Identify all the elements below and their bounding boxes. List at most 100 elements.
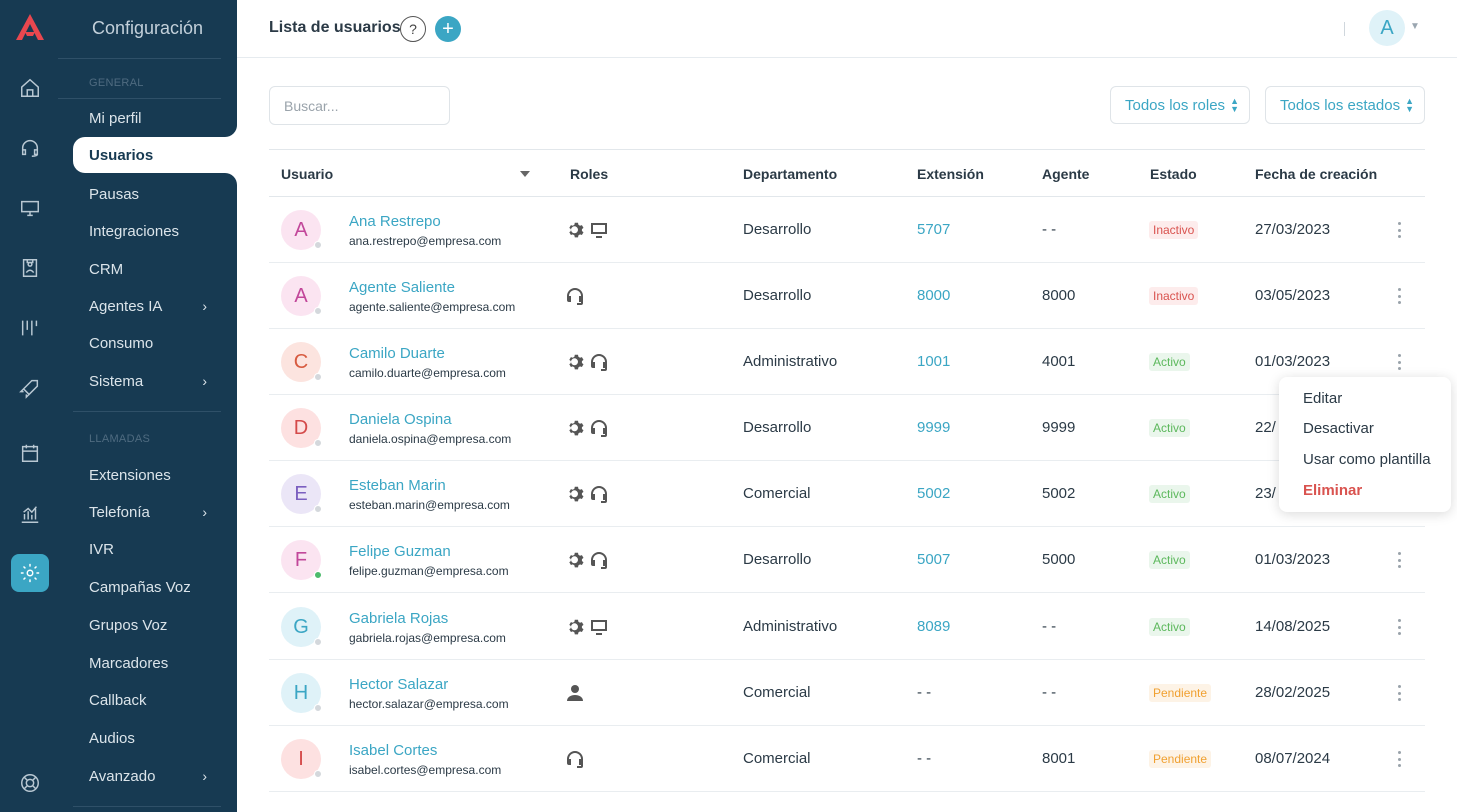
table-row[interactable]: A Agente Saliente agente.saliente@empresa.…: [269, 263, 1425, 329]
table-row[interactable]: E Esteban Marin esteban.marin@empresa.com C…: [269, 461, 1425, 527]
page-title: Lista de usuarios: [269, 19, 401, 36]
table-row[interactable]: H Hector Salazar hector.salazar@empresa.co…: [269, 660, 1425, 726]
user-email: daniela.ospina@empresa.com: [349, 432, 512, 446]
sidebar-item-sistema[interactable]: Sistema ›: [58, 363, 237, 399]
table-row[interactable]: F Felipe Guzman felipe.guzman@empresa.com D…: [269, 527, 1425, 593]
user-name-link[interactable]: Daniela Ospina: [349, 411, 452, 428]
chart-icon[interactable]: [11, 495, 49, 533]
user-name-link[interactable]: Isabel Cortes: [349, 742, 438, 759]
chevron-right-icon: ›: [202, 504, 207, 520]
sidebar-item-crm[interactable]: CRM: [58, 251, 237, 287]
table-row[interactable]: A Ana Restrepo ana.restrepo@empresa.com Des…: [269, 197, 1425, 263]
sidebar-item-usuarios[interactable]: Usuarios: [73, 137, 237, 173]
menu-item-use-as-template[interactable]: Usar como plantilla: [1303, 451, 1431, 468]
extension-cell[interactable]: 5007: [917, 551, 951, 568]
more-options-icon[interactable]: [1391, 286, 1407, 306]
table-row[interactable]: C Camilo Duarte camilo.duarte@empresa.com A…: [269, 329, 1425, 395]
col-usuario[interactable]: Usuario: [281, 166, 334, 182]
extension-cell[interactable]: 8000: [917, 287, 951, 304]
presence-dot: [314, 770, 322, 778]
help-button[interactable]: ?: [400, 16, 426, 42]
user-email: hector.salazar@empresa.com: [349, 697, 509, 711]
user-name-link[interactable]: Camilo Duarte: [349, 345, 445, 362]
sort-desc-icon[interactable]: [520, 171, 530, 177]
user-avatar[interactable]: A: [1369, 10, 1405, 46]
col-fecha-creacion[interactable]: Fecha de creación: [1255, 166, 1378, 182]
sidebar-item-extensiones[interactable]: Extensiones: [58, 457, 237, 493]
more-options-icon[interactable]: [1391, 352, 1407, 372]
more-options-icon[interactable]: [1391, 749, 1407, 769]
search-input[interactable]: [269, 86, 450, 125]
col-agente[interactable]: Agente: [1042, 166, 1090, 182]
sidebar-item-label: Sistema: [89, 372, 144, 390]
more-options-icon[interactable]: [1391, 220, 1407, 240]
add-user-button[interactable]: +: [435, 16, 461, 42]
roles-filter-select[interactable]: Todos los roles ▲ ▼: [1110, 86, 1250, 124]
sidebar-item-campanas-voz[interactable]: Campañas Voz: [58, 569, 237, 605]
sidebar-item-callback[interactable]: Callback: [58, 682, 237, 718]
tab-notch: [223, 173, 237, 187]
sidebar-item-grupos-voz[interactable]: Grupos Voz: [58, 607, 237, 643]
more-options-icon[interactable]: [1391, 550, 1407, 570]
col-estado[interactable]: Estado: [1150, 166, 1197, 182]
user-name-link[interactable]: Hector Salazar: [349, 676, 449, 693]
menu-item-delete[interactable]: Eliminar: [1303, 482, 1363, 499]
table-row[interactable]: I Isabel Cortes isabel.cortes@empresa.com C…: [269, 726, 1425, 792]
sidebar-item-audios[interactable]: Audios: [58, 720, 237, 756]
brand-logo[interactable]: [14, 12, 46, 42]
more-options-icon[interactable]: [1391, 683, 1407, 703]
sidebar-item-agentes-ia[interactable]: Agentes IA ›: [58, 288, 237, 324]
home-icon[interactable]: [11, 69, 49, 107]
extension-cell[interactable]: 5002: [917, 485, 951, 502]
user-name-link[interactable]: Felipe Guzman: [349, 543, 451, 560]
sidebar-item-avanzado[interactable]: Avanzado ›: [58, 758, 237, 794]
sidebar-item-integraciones[interactable]: Integraciones: [58, 213, 237, 249]
sidebar-item-marcadores[interactable]: Marcadores: [58, 645, 237, 681]
roles-icons: [565, 352, 609, 372]
presence-dot: [314, 704, 322, 712]
chevron-right-icon: ›: [202, 373, 207, 389]
sidebar-item-mi-perfil[interactable]: Mi perfil: [58, 100, 237, 136]
rocket-icon[interactable]: [11, 369, 49, 407]
sidebar-item-consumo[interactable]: Consumo: [58, 325, 237, 361]
extension-cell[interactable]: 9999: [917, 419, 951, 436]
menu-item-deactivate[interactable]: Desactivar: [1303, 420, 1374, 437]
menu-item-edit[interactable]: Editar: [1303, 390, 1343, 407]
department-cell: Desarrollo: [743, 221, 812, 238]
created-date-cell: 28/02/2025: [1255, 684, 1331, 701]
monitor-icon[interactable]: [11, 189, 49, 227]
user-name-link[interactable]: Esteban Marin: [349, 477, 446, 494]
sidebar-item-pausas[interactable]: Pausas: [58, 176, 237, 212]
section-llamadas: LLAMADAS: [89, 433, 151, 445]
header-divider: [1344, 22, 1345, 36]
extension-cell[interactable]: 1001: [917, 353, 951, 370]
kanban-icon[interactable]: [11, 309, 49, 347]
status-badge: Activo: [1149, 353, 1190, 371]
created-date-cell: 08/07/2024: [1255, 750, 1331, 767]
table-row[interactable]: G Gabriela Rojas gabriela.rojas@empresa.co…: [269, 594, 1425, 660]
status-filter-select[interactable]: Todos los estados ▲ ▼: [1265, 86, 1425, 124]
role-gear-icon: [569, 619, 584, 635]
col-departamento[interactable]: Departamento: [743, 166, 838, 182]
calendar-icon[interactable]: [11, 434, 49, 472]
sidebar-item-ivr[interactable]: IVR: [58, 531, 237, 567]
user-email: felipe.guzman@empresa.com: [349, 564, 509, 578]
department-cell: Desarrollo: [743, 551, 812, 568]
col-roles[interactable]: Roles: [570, 166, 609, 182]
extension-cell[interactable]: 8089: [917, 618, 951, 635]
contacts-icon[interactable]: [11, 249, 49, 287]
user-name-link[interactable]: Gabriela Rojas: [349, 610, 449, 627]
role-gear-icon: [569, 222, 584, 238]
lifebuoy-icon[interactable]: [11, 764, 49, 802]
user-name-link[interactable]: Ana Restrepo: [349, 213, 441, 230]
col-extension[interactable]: Extensión: [917, 166, 984, 182]
settings-icon[interactable]: [11, 554, 49, 592]
sidebar-item-telefonia[interactable]: Telefonía ›: [58, 494, 237, 530]
role-headset-icon: [591, 486, 607, 503]
headset-icon[interactable]: [11, 129, 49, 167]
table-row[interactable]: D Daniela Ospina daniela.ospina@empresa.co…: [269, 395, 1425, 461]
more-options-icon[interactable]: [1391, 617, 1407, 637]
chevron-down-icon[interactable]: ▼: [1410, 21, 1420, 32]
extension-cell[interactable]: 5707: [917, 221, 951, 238]
user-name-link[interactable]: Agente Saliente: [349, 279, 455, 296]
